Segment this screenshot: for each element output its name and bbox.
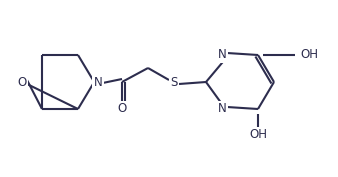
Text: OH: OH [300, 48, 318, 61]
Text: N: N [218, 48, 226, 61]
Text: O: O [17, 76, 27, 88]
Text: S: S [170, 76, 178, 88]
Text: OH: OH [249, 129, 267, 141]
Text: O: O [117, 102, 127, 116]
Text: N: N [94, 76, 102, 88]
Text: N: N [218, 102, 226, 116]
